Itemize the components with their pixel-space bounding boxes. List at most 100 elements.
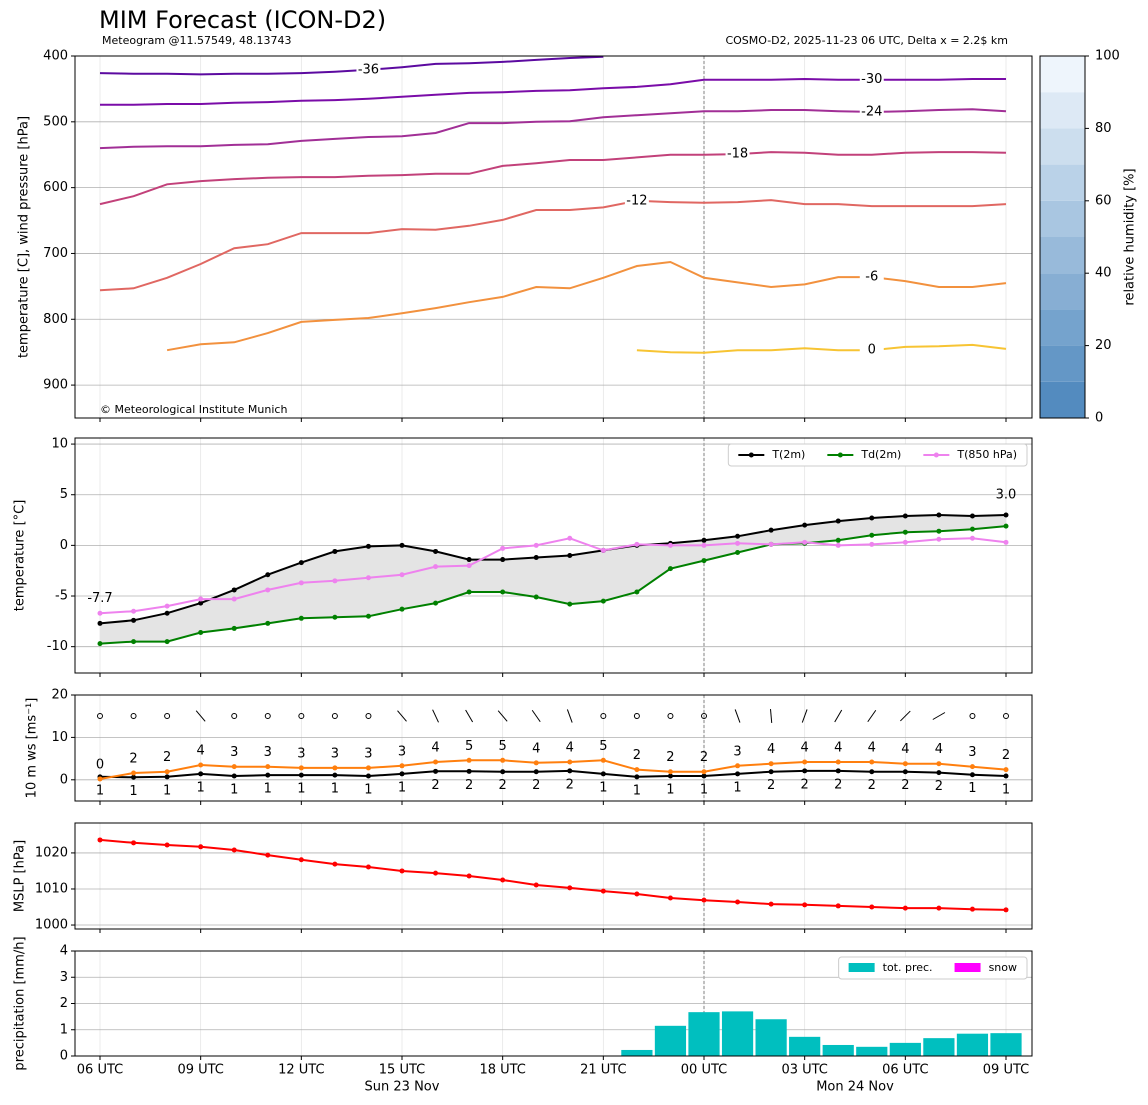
value-label: 2	[431, 778, 439, 793]
point	[365, 773, 371, 779]
point	[131, 770, 137, 776]
value-label: 4	[801, 740, 809, 755]
isotherm-label: 0	[868, 343, 876, 358]
calm-barb	[969, 713, 976, 719]
panel-frame	[74, 694, 1033, 802]
calm-barb	[331, 713, 338, 719]
point	[97, 837, 103, 843]
value-label: 3	[398, 744, 406, 759]
point	[1003, 539, 1009, 545]
value-label: 1	[666, 782, 674, 797]
point	[198, 596, 204, 602]
isotherm	[99, 151, 1007, 206]
point	[1003, 512, 1009, 518]
value-label: 4	[767, 742, 775, 757]
calm-barb	[1003, 713, 1009, 719]
point	[701, 773, 707, 779]
point	[567, 768, 573, 774]
y-tick-label: 10	[51, 437, 68, 452]
bar	[923, 1038, 955, 1056]
isotherm	[100, 77, 1006, 106]
calm-barb	[264, 713, 271, 719]
point	[835, 518, 841, 524]
isotherm-label: -24	[861, 104, 882, 119]
point	[969, 535, 975, 541]
value-label: 1	[968, 781, 976, 796]
value-label: 1	[264, 782, 272, 797]
bar	[789, 1036, 821, 1056]
point	[500, 557, 506, 563]
bar	[688, 1012, 720, 1056]
value-label: 2	[1002, 748, 1010, 763]
point	[835, 542, 841, 548]
point	[500, 877, 506, 883]
isotherm-label-bg	[725, 147, 750, 162]
calm-barb	[701, 713, 707, 719]
wind-barb	[867, 709, 877, 723]
point	[667, 773, 673, 779]
value-label: 3	[297, 746, 305, 761]
point	[433, 564, 439, 570]
point	[835, 903, 841, 909]
copyright: © Meteorological Institute Munich	[100, 403, 287, 416]
isotherm-label: -12	[626, 193, 647, 208]
y-tick-label: 0	[60, 538, 68, 553]
wind-barb	[801, 709, 808, 723]
point	[433, 548, 439, 554]
point	[298, 857, 304, 863]
point	[667, 542, 673, 548]
point	[265, 764, 271, 770]
value-label: 5	[599, 739, 607, 754]
plot-area	[97, 757, 1009, 782]
point	[97, 620, 103, 626]
x-tick-label: 21 UTC	[580, 1063, 626, 1078]
run-info: COSMO-D2, 2025-11-23 06 UTC, Delta x = 2…	[725, 34, 1008, 47]
point	[399, 572, 405, 578]
isotherm-label-bg	[859, 72, 884, 87]
chart-subtitle: Meteogram @11.57549, 48.13743	[102, 34, 292, 47]
point	[332, 548, 338, 554]
wind-barb	[734, 709, 741, 723]
calm-barb	[365, 713, 372, 719]
point	[802, 768, 808, 774]
point	[802, 539, 808, 545]
point	[869, 541, 875, 547]
value-label: 5	[465, 739, 473, 754]
x-tick-label: 09 UTC	[177, 1063, 223, 1078]
value-label: 2	[935, 779, 943, 794]
value-label: 2	[801, 777, 809, 792]
point	[869, 759, 875, 765]
point	[701, 897, 707, 903]
point	[466, 873, 472, 879]
y-tick-label: 700	[43, 246, 68, 261]
legend-marker	[933, 452, 939, 458]
point	[500, 589, 506, 595]
value-label: 1	[364, 782, 372, 797]
point	[399, 606, 405, 612]
legend: tot. prec. snow	[838, 956, 1028, 980]
point	[164, 639, 170, 645]
point	[936, 761, 942, 767]
colorbar-step	[1040, 237, 1085, 274]
point	[131, 840, 137, 846]
colorbar-tick-label: 20	[1095, 338, 1112, 353]
point	[735, 771, 741, 777]
point	[936, 905, 942, 911]
y-tick-label: -5	[55, 589, 68, 604]
legend-label: tot. prec.	[883, 961, 933, 974]
point	[634, 891, 640, 897]
point	[701, 542, 707, 548]
y-tick-label: 20	[51, 688, 68, 703]
point	[902, 513, 908, 519]
point	[835, 768, 841, 774]
plot-area: -36 -30 -24 -18 -12 -6 0	[99, 56, 1007, 358]
point	[735, 549, 741, 555]
isotherm-label-bg	[859, 343, 884, 358]
point	[164, 769, 170, 775]
point	[600, 771, 606, 777]
point	[231, 587, 237, 593]
value-label: 2	[767, 778, 775, 793]
point	[567, 759, 573, 765]
point	[365, 575, 371, 581]
